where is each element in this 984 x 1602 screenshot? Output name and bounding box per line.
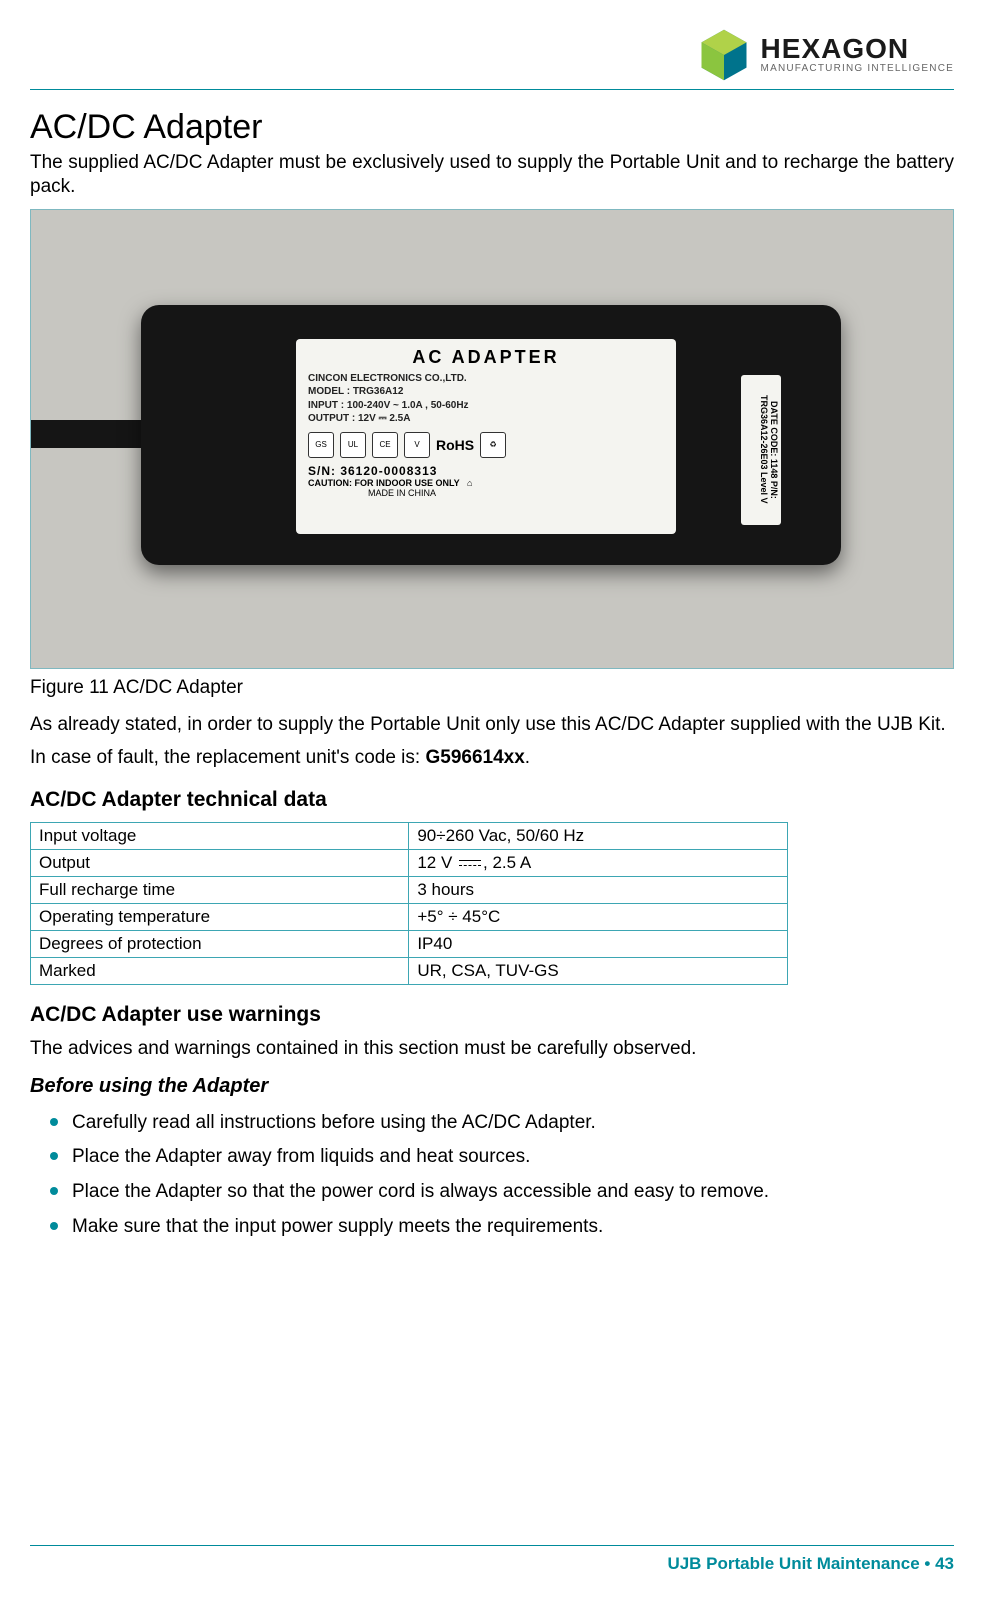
table-row: Input voltage90÷260 Vac, 50/60 Hz: [31, 823, 788, 850]
cert-icon: UL: [340, 432, 366, 458]
brand-logo: HEXAGON MANUFACTURING INTELLIGENCE: [697, 28, 954, 82]
cert-icon: GS: [308, 432, 334, 458]
label-model: MODEL : TRG36A12: [308, 385, 664, 399]
para3-post: .: [525, 747, 530, 768]
cert-icon: V: [404, 432, 430, 458]
tech-key: Degrees of protection: [31, 931, 409, 958]
para3-pre: In case of fault, the replacement unit's…: [30, 747, 425, 768]
tech-key: Full recharge time: [31, 877, 409, 904]
page-title: AC/DC Adapter: [30, 108, 954, 147]
brand-name: HEXAGON: [761, 35, 954, 63]
paragraph-3: In case of fault, the replacement unit's…: [30, 746, 954, 770]
tech-key: Operating temperature: [31, 904, 409, 931]
adapter-cable: [31, 420, 151, 448]
page-header: HEXAGON MANUFACTURING INTELLIGENCE: [30, 20, 954, 90]
label-maker: CINCON ELECTRONICS CO.,LTD.: [308, 372, 664, 386]
rohs-mark: RoHS: [436, 437, 474, 453]
caution-text: CAUTION: FOR INDOOR USE ONLY: [308, 478, 460, 488]
adapter-figure: AC ADAPTER CINCON ELECTRONICS CO.,LTD. M…: [30, 209, 954, 669]
footer-doc-title: UJB Portable Unit Maintenance: [667, 1554, 919, 1573]
label-title: AC ADAPTER: [308, 347, 664, 368]
figure-caption: Figure 11 AC/DC Adapter: [30, 677, 954, 699]
table-row: MarkedUR, CSA, TUV-GS: [31, 958, 788, 985]
table-row: Degrees of protectionIP40: [31, 931, 788, 958]
label-cert-icons: GS UL CE V RoHS ♻: [308, 432, 664, 458]
list-item: Place the Adapter so that the power cord…: [50, 1175, 954, 1210]
replacement-code: G596614xx: [425, 747, 524, 768]
tech-value: 3 hours: [409, 877, 787, 904]
origin-text: MADE IN CHINA: [368, 488, 436, 498]
warnings-heading: AC/DC Adapter use warnings: [30, 1003, 954, 1027]
hexagon-logo-icon: [697, 28, 751, 82]
intro-paragraph: The supplied AC/DC Adapter must be exclu…: [30, 151, 954, 199]
cert-icon: CE: [372, 432, 398, 458]
tech-data-table: Input voltage90÷260 Vac, 50/60 HzOutput1…: [30, 822, 788, 985]
tech-value: IP40: [409, 931, 787, 958]
table-row: Operating temperature+5° ÷ 45°C: [31, 904, 788, 931]
list-item: Make sure that the input power supply me…: [50, 1210, 954, 1245]
adapter-main-label: AC ADAPTER CINCON ELECTRONICS CO.,LTD. M…: [296, 339, 676, 534]
brand-tagline: MANUFACTURING INTELLIGENCE: [761, 63, 954, 74]
label-serial: S/N: 36120-0008313: [308, 464, 664, 478]
recycle-icon: ♻: [480, 432, 506, 458]
tech-value: +5° ÷ 45°C: [409, 904, 787, 931]
tech-value: 12 V , 2.5 A: [409, 850, 787, 877]
list-item: Carefully read all instructions before u…: [50, 1106, 954, 1141]
tech-data-heading: AC/DC Adapter technical data: [30, 788, 954, 812]
tech-value: UR, CSA, TUV-GS: [409, 958, 787, 985]
tech-key: Marked: [31, 958, 409, 985]
paragraph-2: As already stated, in order to supply th…: [30, 713, 954, 737]
adapter-body: AC ADAPTER CINCON ELECTRONICS CO.,LTD. M…: [141, 305, 841, 565]
tech-key: Output: [31, 850, 409, 877]
table-row: Output12 V , 2.5 A: [31, 850, 788, 877]
footer-page-number: 43: [935, 1554, 954, 1573]
adapter-side-label: DATE CODE: 1148 P/N: TRG36A12-26E03 Leve…: [741, 375, 781, 525]
table-row: Full recharge time3 hours: [31, 877, 788, 904]
label-caution: CAUTION: FOR INDOOR USE ONLY ⌂ MADE IN C…: [308, 478, 664, 498]
dc-symbol-icon: [459, 859, 481, 869]
page-footer: UJB Portable Unit Maintenance • 43: [30, 1545, 954, 1574]
list-item: Place the Adapter away from liquids and …: [50, 1140, 954, 1175]
tech-value: 90÷260 Vac, 50/60 Hz: [409, 823, 787, 850]
label-output: OUTPUT : 12V ⎓ 2.5A: [308, 412, 664, 426]
warnings-list: Carefully read all instructions before u…: [30, 1106, 954, 1245]
warnings-intro: The advices and warnings contained in th…: [30, 1037, 954, 1061]
tech-key: Input voltage: [31, 823, 409, 850]
footer-sep: •: [920, 1554, 935, 1573]
label-input: INPUT : 100-240V ~ 1.0A , 50-60Hz: [308, 399, 664, 413]
before-using-heading: Before using the Adapter: [30, 1075, 954, 1098]
